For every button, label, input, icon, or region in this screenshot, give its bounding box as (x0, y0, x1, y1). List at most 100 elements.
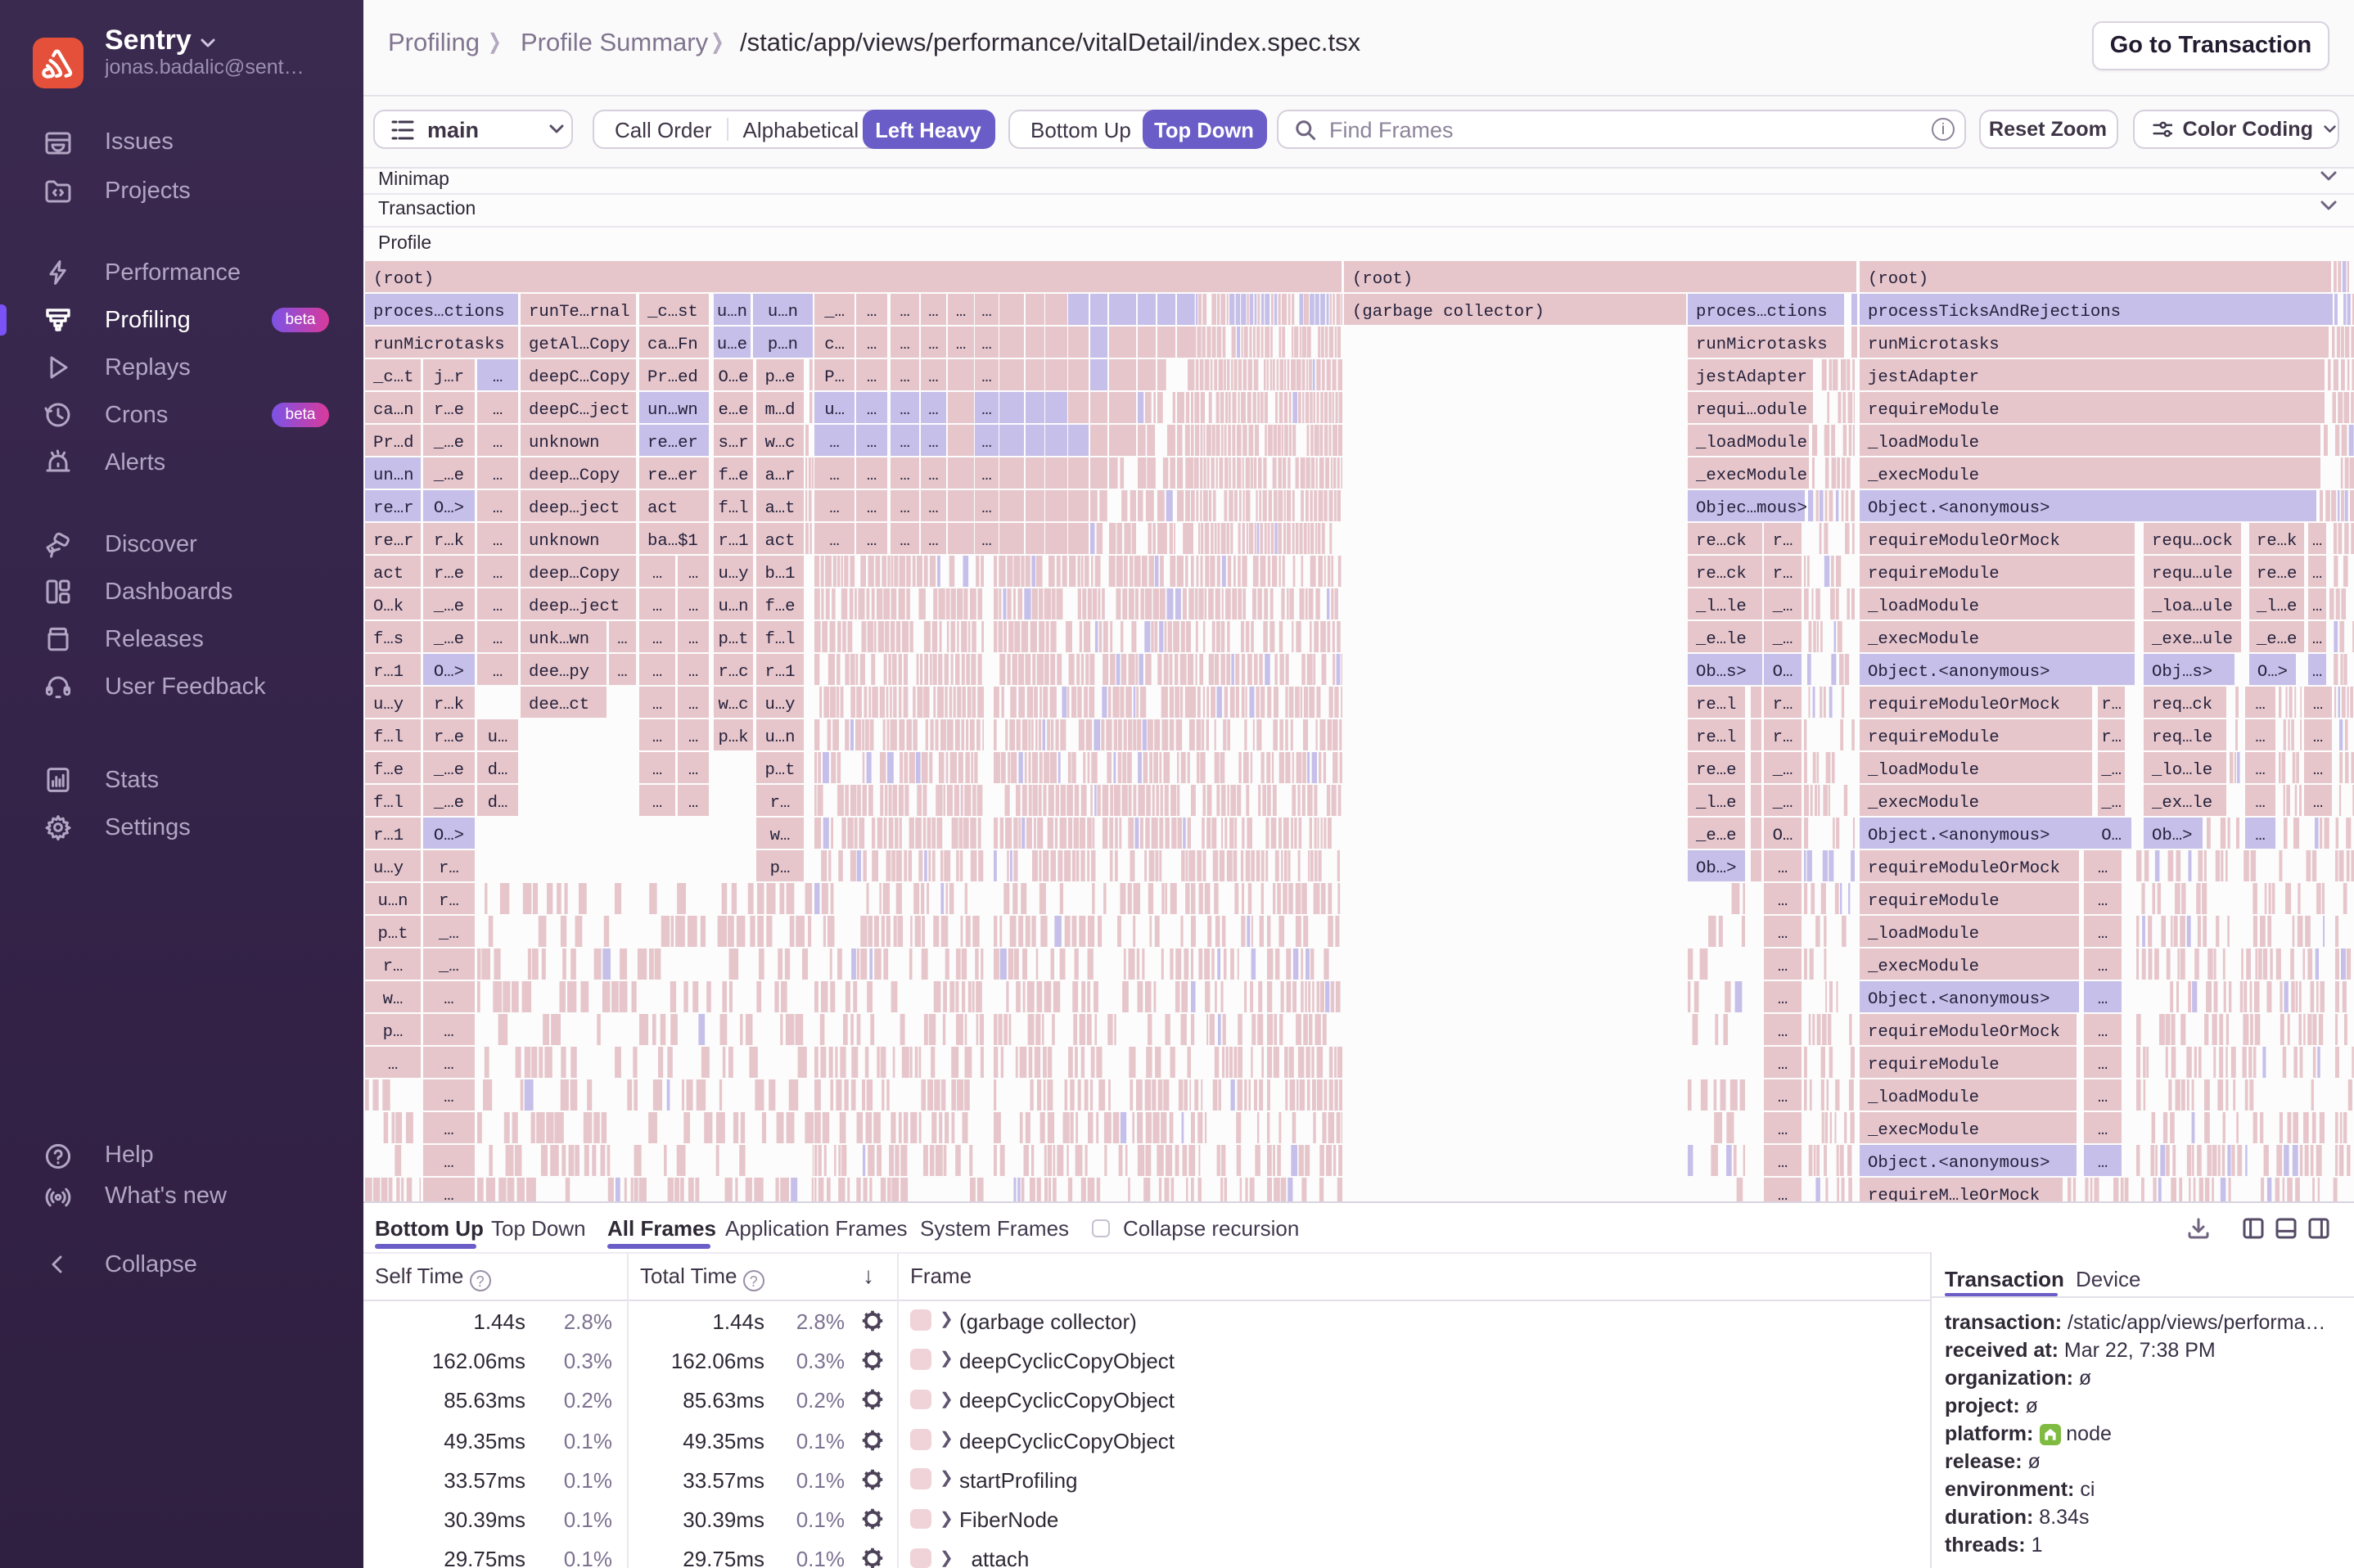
svg-text:req…ck: req…ck (2152, 696, 2212, 714)
svg-text:…: … (867, 336, 877, 354)
svg-text:runMicrotasks: runMicrotasks (1696, 336, 1828, 354)
svg-text:requi…odule: requi…odule (1696, 401, 1807, 420)
svg-text:u…y: u…y (718, 565, 748, 583)
svg-text:_loa…ule: _loa…ule (2151, 597, 2233, 616)
svg-text:act: act (373, 565, 404, 583)
svg-text:…: … (617, 630, 627, 649)
svg-text:…: … (900, 368, 909, 387)
svg-text:…: … (1778, 1023, 1788, 1042)
svg-text:…: … (2312, 565, 2322, 583)
svg-text:dee…py: dee…py (529, 663, 589, 682)
svg-text:(garbage collector): (garbage collector) (1352, 303, 1545, 322)
svg-text:_execModule: _execModule (1867, 1121, 1979, 1140)
svg-text:…: … (900, 401, 909, 420)
svg-text:…: … (1778, 1088, 1788, 1107)
svg-text:…: … (956, 336, 966, 354)
svg-text:u…: u… (488, 728, 508, 747)
svg-text:w…: w… (383, 990, 404, 1009)
svg-text:requireModuleOrMock: requireModuleOrMock (1868, 696, 2060, 714)
svg-text:…: … (2313, 761, 2323, 780)
svg-text:runTe…rnal: runTe…rnal (529, 303, 630, 322)
svg-text:O…e: O…e (718, 368, 748, 387)
svg-text:…: … (829, 434, 839, 453)
svg-text:…: … (2312, 630, 2322, 649)
svg-text:Object.<anonymous>: Object.<anonymous> (1868, 827, 2050, 845)
svg-text:u…e: u…e (717, 336, 747, 354)
svg-text:r…: r… (1773, 565, 1793, 583)
svg-text:f…l: f…l (764, 630, 795, 649)
svg-text:…: … (652, 565, 662, 583)
svg-text:Object.<anonymous>: Object.<anonymous> (1868, 1154, 2050, 1173)
svg-text:re…l: re…l (1696, 696, 1736, 714)
svg-text:u…: u… (824, 401, 845, 420)
svg-text:…: … (388, 1056, 398, 1075)
svg-text:…: … (867, 466, 877, 485)
svg-text:(root): (root) (1352, 270, 1413, 289)
svg-text:u…n: u…n (717, 303, 747, 322)
svg-text:f…l: f…l (718, 499, 748, 518)
svg-text:deep…ject: deep…ject (529, 597, 620, 616)
svg-text:Ob…s>: Ob…s> (1696, 663, 1747, 682)
svg-text:m…d: m…d (764, 401, 795, 420)
svg-text:Object.<anonymous>: Object.<anonymous> (1868, 663, 2050, 682)
svg-text:_e…e: _e…e (1695, 827, 1736, 845)
svg-text:…: … (900, 466, 909, 485)
svg-text:Object.<anonymous>: Object.<anonymous> (1868, 990, 2050, 1009)
svg-text:…: … (981, 303, 991, 322)
svg-text:r…1: r…1 (373, 663, 404, 682)
svg-text:…: … (2098, 1154, 2108, 1173)
svg-text:_…e: _…e (433, 761, 464, 780)
svg-text:Pr…ed: Pr…ed (647, 368, 698, 387)
svg-text:_…: _… (1772, 630, 1793, 649)
svg-text:O…: O… (1773, 663, 1793, 682)
svg-text:r…: r… (1773, 532, 1793, 551)
svg-text:re…er: re…er (647, 466, 698, 485)
svg-text:_…e: _…e (433, 434, 464, 453)
svg-text:…: … (688, 597, 698, 616)
svg-text:re…ck: re…ck (1696, 565, 1747, 583)
svg-text:…: … (1778, 990, 1788, 1009)
svg-text:…: … (867, 434, 877, 453)
svg-text:_…e: _…e (433, 630, 464, 649)
svg-text:_e…e: _e…e (2256, 630, 2297, 649)
svg-text:_…e: _…e (433, 466, 464, 485)
svg-text:r…1: r…1 (373, 827, 404, 845)
svg-text:_loadModule: _loadModule (1867, 597, 1979, 616)
svg-text:_…: _… (2100, 761, 2122, 780)
svg-text:…: … (956, 303, 966, 322)
svg-text:r…: r… (439, 859, 459, 878)
svg-text:requireModule: requireModule (1868, 565, 2000, 583)
svg-text:requ…ule: requ…ule (2152, 565, 2233, 583)
svg-text:_…: _… (823, 303, 845, 322)
svg-text:…: … (2255, 696, 2265, 714)
svg-text:…: … (867, 303, 877, 322)
svg-text:…: … (928, 434, 938, 453)
svg-text:…: … (981, 336, 991, 354)
svg-text:_…: _… (1772, 597, 1793, 616)
svg-text:p…t: p…t (377, 925, 408, 944)
svg-text:…: … (1778, 859, 1788, 878)
svg-text:…: … (2255, 761, 2265, 780)
svg-text:…: … (2098, 957, 2108, 976)
svg-text:…: … (2098, 1056, 2108, 1075)
svg-text:…: … (1778, 1056, 1788, 1075)
svg-text:_execModule: _execModule (1695, 466, 1807, 485)
svg-text:r…e: r…e (434, 728, 464, 747)
svg-text:…: … (2312, 663, 2322, 682)
svg-text:…: … (688, 565, 698, 583)
svg-text:r…: r… (383, 957, 404, 976)
svg-text:…: … (493, 401, 503, 420)
svg-text:…: … (2098, 925, 2108, 944)
svg-text:…: … (829, 499, 839, 518)
svg-text:requireModule: requireModule (1868, 892, 2000, 911)
svg-text:…: … (900, 434, 909, 453)
svg-text:…: … (867, 401, 877, 420)
svg-text:…: … (652, 597, 662, 616)
svg-text:unk…wn: unk…wn (529, 630, 589, 649)
svg-text:r…e: r…e (434, 565, 464, 583)
svg-text:…: … (900, 303, 909, 322)
svg-text:f…e: f…e (764, 597, 795, 616)
svg-text:requireModuleOrMock: requireModuleOrMock (1868, 1023, 2060, 1042)
svg-text:_loadModule: _loadModule (1867, 434, 1979, 453)
svg-text:…: … (688, 728, 698, 747)
